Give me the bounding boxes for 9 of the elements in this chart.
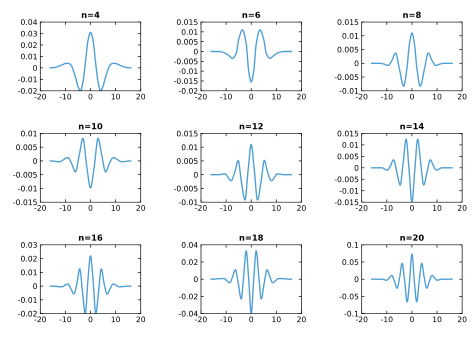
chart-title: n=8 [403, 12, 421, 18]
chart-title: n=14 [400, 123, 424, 130]
chart-title: n=20 [400, 234, 424, 241]
chart-title: n=10 [78, 123, 102, 130]
chart-title: n=12 [240, 123, 263, 130]
chart-title: n=16 [78, 234, 102, 241]
chart-title: n=4 [82, 12, 100, 18]
chart-title: n=6 [242, 12, 260, 18]
chart-title: n=18 [240, 234, 263, 241]
